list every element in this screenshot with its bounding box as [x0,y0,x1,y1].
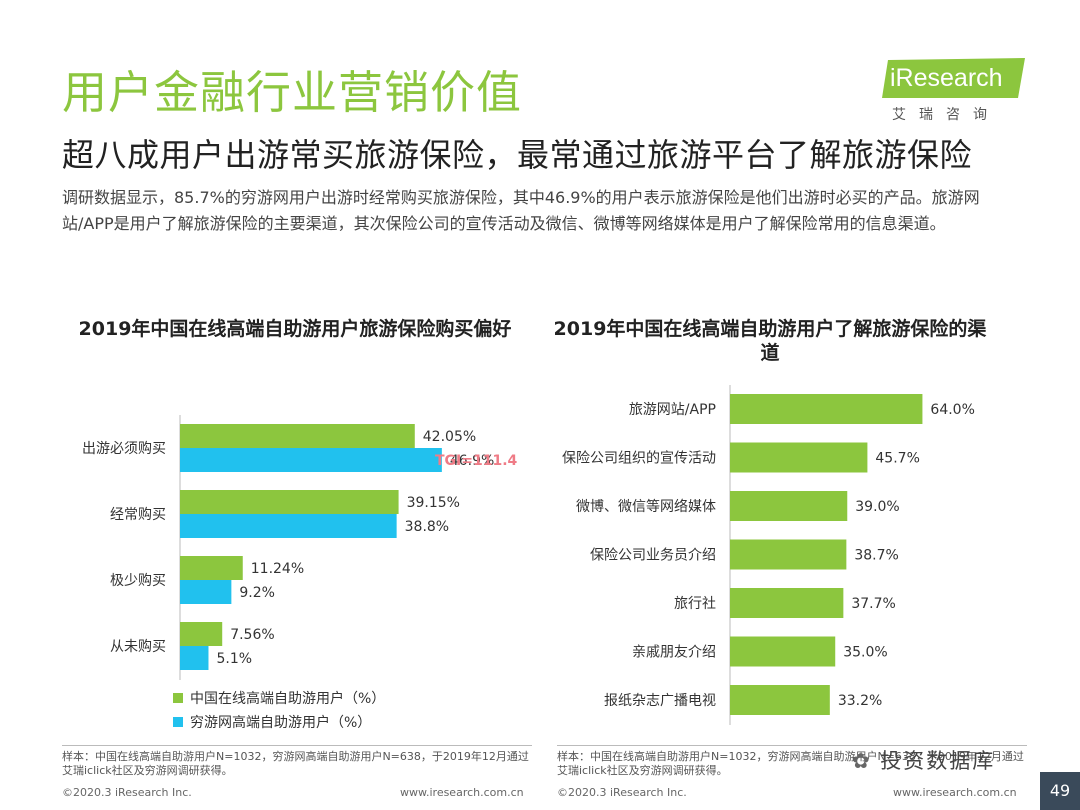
legend-label-green: 中国在线高端自助游用户（%） [190,690,385,707]
right-bar [730,685,830,715]
right-category-label: 微博、微信等网络媒体 [576,498,716,515]
wechat-icon: ✿ [852,749,872,773]
left-bar-green [180,556,243,580]
description-paragraph: 调研数据显示，85.7%的穷游网用户出游时经常购买旅游保险，其中46.9%的用户… [62,188,980,233]
right-data-label: 45.7% [875,451,919,467]
left-divider [62,745,532,746]
right-data-label: 38.7% [854,548,898,564]
left-data-label: 5.1% [216,651,252,667]
left-bar-green [180,622,223,646]
left-data-label: 42.05% [423,429,476,445]
left-bar-blue [180,448,442,472]
left-bar-blue [180,514,397,538]
right-copyright: ©2020.3 iResearch Inc. [557,786,687,799]
right-data-label: 35.0% [843,645,887,661]
right-data-label: 64.0% [930,402,974,418]
watermark-text: 投资数据库 [880,749,996,773]
right-bar [730,442,868,473]
left-bar-blue [180,646,209,670]
left-category-label: 从未购买 [110,639,166,655]
right-category-label: 报纸杂志广播电视 [604,693,716,709]
page-title: 用户金融行业营销价值 [62,66,523,119]
left-data-label: 11.24% [251,561,304,577]
watermark: ✿ 投资数据库 [852,745,995,775]
right-bar [730,588,844,618]
legend-swatch-blue [173,717,183,727]
left-source-note: 样本：中国在线高端自助游用户N=1032，穷游网高端自助游用户N=638，于20… [62,750,529,777]
left-chart-title: 2019年中国在线高端自助游用户旅游保险购买偏好 [78,318,512,340]
right-category-label: 旅行社 [674,596,716,612]
right-category-label: 亲戚朋友介绍 [632,645,716,661]
page-subtitle: 超八成用户出游常买旅游保险，最常通过旅游平台了解旅游保险 [62,136,973,174]
left-data-label: 46.9% [450,453,494,469]
right-data-label: 39.0% [855,499,899,515]
legend-swatch-green [173,693,183,703]
left-data-label: 9.2% [239,585,275,601]
right-bar-chart: 旅游网站/APP 64.0% 保险公司组织的宣传活动 45.7% 微博、微信等网络媒体 3… [562,385,975,725]
left-bar-blue [180,580,232,604]
right-bar [730,394,923,424]
left-copyright: ©2020.3 iResearch Inc. [62,786,192,799]
left-url: www.iresearch.com.cn [400,786,524,799]
left-bar-green [180,490,399,514]
left-category-label: 出游必须购买 [82,441,166,457]
right-data-label: 37.7% [851,596,895,612]
left-data-label: 38.8% [405,519,449,535]
right-bar [730,491,848,521]
iresearch-logo: iResearch 艾瑞咨询 [880,56,1030,126]
right-bar [730,539,847,570]
left-bar-green [180,424,415,448]
right-chart-title: 2019年中国在线高端自助游用户了解旅游保险的渠道 [553,318,987,364]
right-category-label: 旅游网站/APP [629,402,716,418]
logo-text: iResearch [890,64,1003,92]
left-data-label: 39.15% [407,495,460,511]
page-number: 49 [1040,772,1080,810]
left-category-label: 经常购买 [110,507,166,523]
right-bar [730,636,836,667]
left-bar-chart: 出游必须购买 42.05% 46.9% 经常购买 39.15% 38.8% 极少购买 11.2… [82,415,518,731]
logo-subtext: 艾瑞咨询 [892,107,1000,123]
right-category-label: 保险公司业务员介绍 [590,548,716,564]
right-divider [557,745,1027,746]
tgi-annotation: TGI=111.4 [435,453,518,469]
right-data-label: 33.2% [838,693,882,709]
legend-label-blue: 穷游网高端自助游用户（%） [190,714,371,731]
left-category-label: 极少购买 [110,573,166,589]
right-source-note: 样本：中国在线高端自助游用户N=1032，穷游网高端自助游用户N=638，于20… [557,750,1024,777]
left-data-label: 7.56% [230,627,274,643]
logo-badge [882,58,1025,98]
right-url: www.iresearch.com.cn [893,786,1017,799]
right-category-label: 保险公司组织的宣传活动 [562,451,716,467]
